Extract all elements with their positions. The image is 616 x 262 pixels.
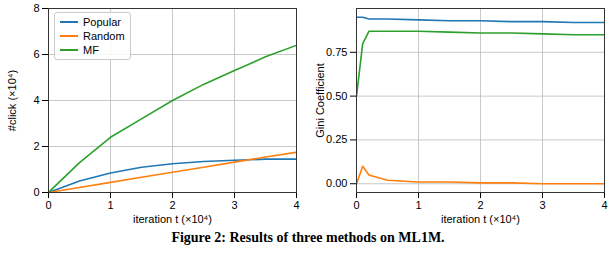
svg-text:2: 2 xyxy=(33,140,39,152)
html-text:Figure 2: Results of three met: Figure 2: Results of three methods on ML… xyxy=(171,230,445,245)
svg-text:0.50: 0.50 xyxy=(326,90,347,102)
html-text:MF: MF xyxy=(83,44,99,56)
svg-text:0: 0 xyxy=(353,199,359,211)
svg-text:0: 0 xyxy=(33,186,39,198)
svg-text:Gini Coefficient: Gini Coefficient xyxy=(314,63,326,137)
html-text:Popular: Popular xyxy=(83,16,121,28)
svg-text:iteration t (×10⁴): iteration t (×10⁴) xyxy=(133,213,212,225)
svg-text:4: 4 xyxy=(601,199,607,211)
svg-text:2: 2 xyxy=(169,199,175,211)
svg-text:iteration t (×10⁴): iteration t (×10⁴) xyxy=(441,213,520,225)
svg-text:3: 3 xyxy=(539,199,545,211)
svg-text:1: 1 xyxy=(415,199,421,211)
svg-text:1: 1 xyxy=(107,199,113,211)
html-text:Random: Random xyxy=(83,30,125,42)
svg-text:0.00: 0.00 xyxy=(326,177,347,189)
svg-text:0: 0 xyxy=(45,199,51,211)
svg-text:8: 8 xyxy=(33,2,39,14)
svg-text:3: 3 xyxy=(231,199,237,211)
svg-text:6: 6 xyxy=(33,48,39,60)
svg-text:0.75: 0.75 xyxy=(326,46,347,58)
svg-text:#click (×10⁴): #click (×10⁴) xyxy=(6,70,18,131)
svg-text:4: 4 xyxy=(293,199,299,211)
svg-text:2: 2 xyxy=(477,199,483,211)
svg-text:0.25: 0.25 xyxy=(326,133,347,145)
svg-text:4: 4 xyxy=(33,94,39,106)
